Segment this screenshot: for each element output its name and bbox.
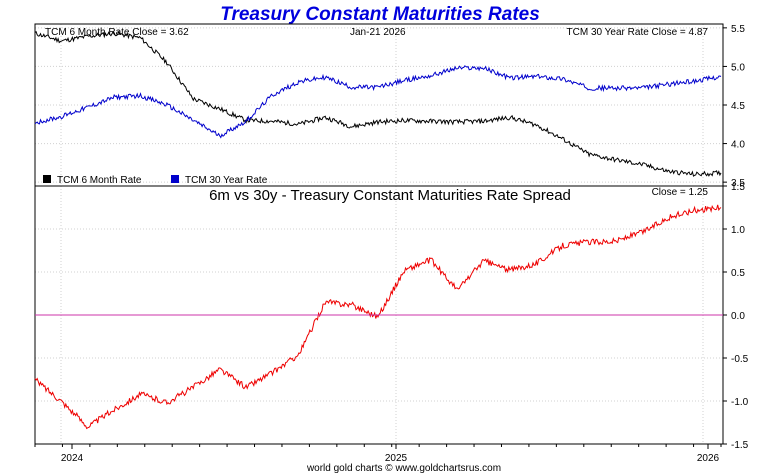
rates-y-tick-label: 4.5 [731,101,745,112]
info-30-year-close: TCM 30 Year Rate Close = 4.87 [567,27,709,38]
spread-close: Close = 1.25 [652,187,709,198]
spread-y-tick-label: 1.0 [731,225,745,236]
rates-y-tick-label: 5.5 [731,24,745,35]
spread-panel: 6m vs 30y - Treasury Constant Maturities… [34,182,749,451]
legend-label-6-month: TCM 6 Month Rate [57,175,142,186]
spread-y-tick-label: 0.0 [731,311,745,322]
x-axis: 2024 2025 2026 [34,444,722,464]
chart-title: Treasury Constant Maturities Rates [220,4,540,25]
spread-y-tick-label: -0.5 [731,354,749,365]
rates-y-tick-label: 4.0 [731,140,745,151]
x-tick-label: 2026 [697,453,720,464]
info-6-month-close: TCM 6 Month Rate Close = 3.62 [45,27,189,38]
spread-y-tick-label: -1.0 [731,397,749,408]
legend-swatch-30-year [171,175,179,183]
footer-credit: world gold charts © www.goldchartsrus.co… [306,463,501,474]
rates-y-tick-label: 5.0 [731,62,745,73]
spread-title: 6m vs 30y - Treasury Constant Maturities… [209,187,571,204]
series-line-tcm-6-month-rate [34,30,722,177]
rates-y-tick-label: 3.5 [731,178,745,189]
legend-swatch-6-month [43,175,51,183]
series-line-tcm-30-year-rate [34,65,722,139]
rates-panel: TCM 6 Month Rate Close = 3.62 Jan-21 202… [34,23,745,189]
spread-y-tick-label: 1.5 [731,182,745,193]
spread-y-tick-label: 0.5 [731,268,745,279]
info-date: Jan-21 2026 [350,27,406,38]
x-tick-label: 2024 [61,453,84,464]
legend-label-30-year: TCM 30 Year Rate [185,175,268,186]
series-line-spread [34,204,722,430]
x-tick-label: 2025 [385,453,408,464]
spread-y-tick-label: -1.5 [731,440,749,451]
legend: TCM 6 Month Rate TCM 30 Year Rate [43,175,268,186]
